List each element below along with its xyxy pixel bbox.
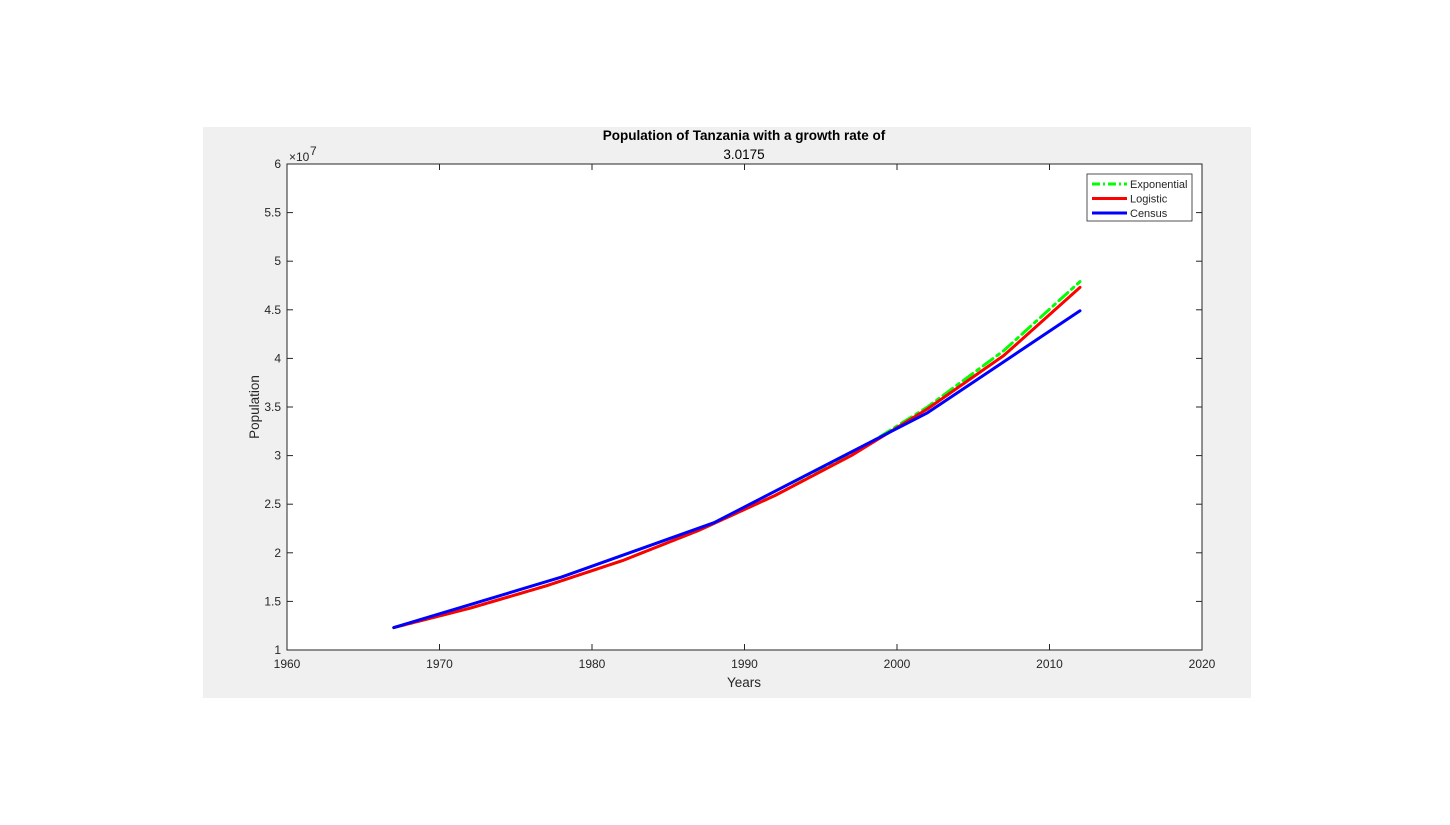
- y-tick-label: 1.5: [264, 594, 281, 608]
- x-tick-label: 1960: [274, 657, 301, 671]
- y-tick-label: 5.5: [264, 206, 281, 220]
- x-tick-label: 1970: [426, 657, 453, 671]
- y-tick-label: 4: [274, 351, 281, 365]
- figure: 1960 1970 1980 1990 2000 2010 2020 1 1.5 2 2.5 3 3.5…: [203, 127, 1251, 698]
- chart-title: Population of Tanzania with a growth rat…: [603, 128, 886, 143]
- y-tick-label: 6: [274, 157, 281, 171]
- y-tick-label: 2.5: [264, 497, 281, 511]
- x-tick-label: 1980: [579, 657, 606, 671]
- x-tick-label: 1990: [731, 657, 758, 671]
- y-tick-label: 3.5: [264, 400, 281, 414]
- x-tick-label: 2020: [1189, 657, 1216, 671]
- legend: Exponential Logistic Census: [1086, 173, 1193, 222]
- y-exponent-prefix: ×10: [289, 150, 310, 164]
- series-line-census: [392, 309, 1082, 630]
- chart-subtitle: 3.0175: [723, 147, 764, 162]
- y-exponent-power: 7: [310, 144, 317, 158]
- axes-box: [286, 163, 1203, 651]
- y-tick-label: 1: [274, 643, 281, 657]
- legend-label-census: Census: [1130, 208, 1168, 220]
- x-axis-label: Years: [727, 675, 761, 690]
- x-tick-label: 2000: [884, 657, 911, 671]
- x-tick-label: 2010: [1036, 657, 1063, 671]
- y-exponent: ×10 7: [289, 144, 317, 164]
- series-line-logistic: [392, 285, 1082, 630]
- legend-label-logistic: Logistic: [1130, 194, 1168, 206]
- y-tick-label: 2: [274, 546, 281, 560]
- plot-svg: 1960 1970 1980 1990 2000 2010 2020 1 1.5 2 2.5 3 3.5…: [247, 128, 1216, 690]
- y-tick-label: 5: [274, 254, 281, 268]
- ticks: 1960 1970 1980 1990 2000 2010 2020 1 1.5 2 2.5 3 3.5…: [264, 157, 1215, 671]
- y-tick-label: 3: [274, 449, 281, 463]
- axes-background: [287, 164, 1202, 650]
- y-tick-label: 4.5: [264, 303, 281, 317]
- y-axis-label: Population: [247, 375, 262, 439]
- legend-label-exponential: Exponential: [1130, 179, 1188, 191]
